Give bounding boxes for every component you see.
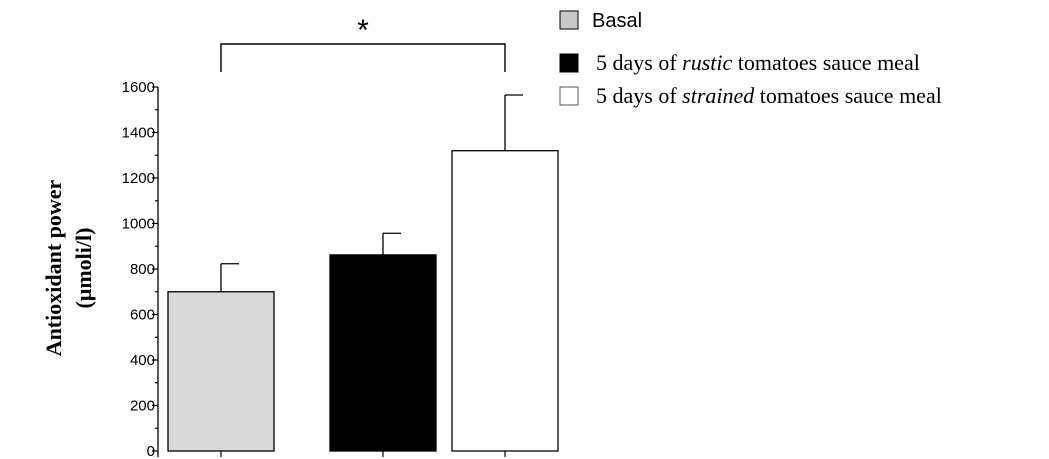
bars [167,150,559,452]
legend-swatch [559,53,579,73]
legend-label: 5 days of rustic tomatoes sauce meal [596,50,920,75]
legend-entry-1: Basal [559,10,642,32]
legend: Basal 5 days of rustic tomatoes sauce mea… [559,10,942,108]
legend-swatch [559,10,579,30]
y-tick-label: 0 [147,443,155,459]
y-axis-label: Antioxidant power (μmoli/l) [41,179,96,356]
bar-3 [451,150,559,452]
legend-label: Basal [592,10,642,32]
significance-line [220,43,506,72]
legend-entry-2: 5 days of rustic tomatoes sauce meal [559,50,920,75]
y-axis: 0 200 400 600 800 1000 1200 1400 1600 [122,79,506,459]
y-axis-label-line1: Antioxidant power [41,179,66,356]
y-tick-label: 1200 [122,170,155,187]
y-tick-label: 1000 [122,216,155,233]
error-bars [220,94,523,292]
legend-label: 5 days of strained tomatoes sauce meal [596,83,942,108]
y-tick-label: 200 [130,398,155,415]
y-tick-label: 1600 [122,79,155,96]
significance-bracket: * [220,14,506,72]
y-tick-label: 1400 [122,125,155,142]
bar-2 [329,254,437,452]
y-axis-label-line2: (μmoli/l) [71,228,96,309]
bar-1 [167,291,275,452]
legend-entry-3: 5 days of strained tomatoes sauce meal [559,83,942,108]
significance-label: * [357,14,369,47]
y-tick-label: 800 [130,261,155,278]
y-tick-label: 400 [130,352,155,369]
legend-swatch [559,86,579,106]
y-tick-label: 600 [130,307,155,324]
